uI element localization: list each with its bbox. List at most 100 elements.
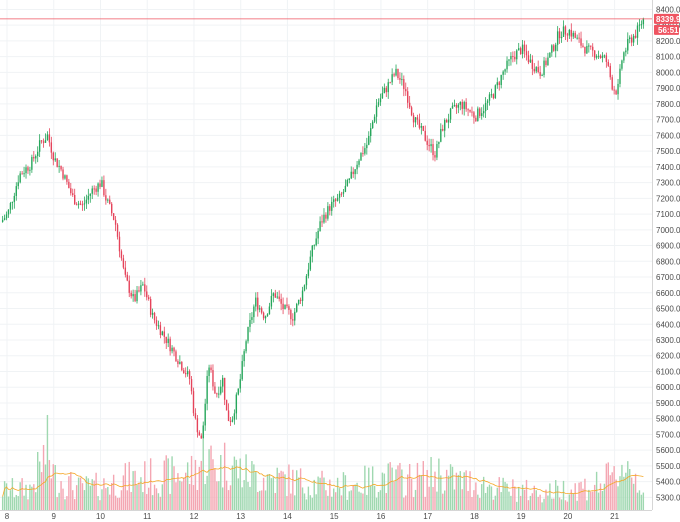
volume-bar-down [385,493,387,510]
volume-bar-up [366,494,368,510]
volume-bar-up [91,479,93,510]
volume-bar-down [66,496,68,510]
volume-bar-up [338,488,341,510]
candle-body-down [531,59,534,69]
volume-bar-up [301,487,304,510]
volume-bar-down [334,492,337,510]
candle-body-down [105,195,107,201]
candle-body-down [471,111,473,113]
candle-body-down [465,102,467,110]
candle-body-down [288,306,290,310]
price-tick-label: 7500.0 [656,147,680,156]
candle-body-up [556,31,559,45]
price-axis[interactable]: 5300.0 5400.0 5500.0 5600.0 5700.0 5800.0 5900… [652,0,680,510]
volume-bar-up [13,497,16,510]
volume-bar-down [163,460,165,510]
candle-body-up [264,316,267,319]
candle-body-up [449,108,452,120]
candle-body-down [580,38,582,46]
candle-body-down [128,280,130,293]
volume-bar-up [19,482,21,510]
volume-bar-up [89,485,91,510]
candle-body-up [586,46,588,54]
volume-bar-down [523,489,526,510]
volume-bar-up [387,463,389,510]
volume-bar-down [592,491,594,510]
volume-bar-up [373,485,376,510]
candle-body-up [331,201,333,211]
candle-body-up [301,290,304,301]
candle-body-down [609,65,611,78]
candle-body-down [95,188,97,192]
time-axis[interactable]: 8 9 10 11 12 13 14 15 16 17 18 19 20 21 [0,510,652,522]
volume-bar-up [58,492,60,510]
candle-body-down [397,68,399,79]
volume-bar-up [529,495,532,510]
volume-bar-down [146,494,148,510]
candle-body-up [504,69,506,72]
volume-bar-down [175,482,177,510]
price-tick-label: 5400.0 [656,478,680,487]
last-price-badge: 8339.9 56:51 [654,13,680,35]
candle-body-up [451,105,454,109]
candle-body-down [99,183,101,187]
candle-body-down [385,87,387,93]
volume-bar-up [642,492,645,510]
candle-body-up [208,367,210,376]
candle-body-up [344,185,347,192]
candle-body-up [284,304,286,310]
candle-body-down [138,290,140,292]
volume-bar-up [247,481,249,510]
volume-bar-up [508,491,510,510]
volume-bar-down [442,493,444,510]
plot-background [0,0,652,510]
candle-body-up [379,98,382,103]
candle-body-down [290,309,292,320]
candle-body-down [118,236,121,252]
candle-body-down [593,50,596,58]
candle-body-up [303,285,306,291]
volume-bar-up [484,492,487,510]
price-tick-label: 5700.0 [656,430,680,439]
volume-bar-up [5,483,8,510]
volume-bar-up [11,478,14,510]
volume-bar-down [95,472,97,510]
candle-body-down [512,55,514,57]
candle-body-down [33,156,35,159]
candle-body-down [188,371,191,380]
candle-body-up [64,175,66,179]
volume-bar-up [311,497,313,510]
volume-bar-down [173,466,175,510]
candle-body-down [475,117,477,121]
volume-bar-down [512,479,514,510]
volume-bar-up [360,492,362,510]
candle-body-up [202,425,204,439]
candle-body-down [198,432,201,436]
volume-bar-down [194,459,197,510]
volume-bar-up [54,465,56,510]
volume-bar-up [535,490,537,510]
volume-bar-up [3,481,6,510]
candle-body-up [370,128,372,137]
volume-bar-down [299,468,302,510]
volume-bar-up [83,490,86,510]
volume-bar-down [578,482,580,510]
volume-bar-up [391,467,393,510]
candle-body-up [358,160,360,165]
candle-body-down [93,188,95,190]
candle-body-up [46,134,49,141]
candle-body-down [592,46,594,51]
candle-body-up [5,214,8,219]
candle-body-up [401,79,403,81]
candle-body-up [576,37,578,39]
volume-bar-up [510,495,512,510]
candle-body-down [116,224,119,237]
candle-body-up [640,24,643,26]
volume-bar-up [296,470,298,510]
volume-bar-down [257,492,259,510]
candle-body-up [294,311,296,321]
candle-body-up [54,158,56,161]
candle-body-down [292,319,294,321]
volume-bar-up [31,486,33,510]
